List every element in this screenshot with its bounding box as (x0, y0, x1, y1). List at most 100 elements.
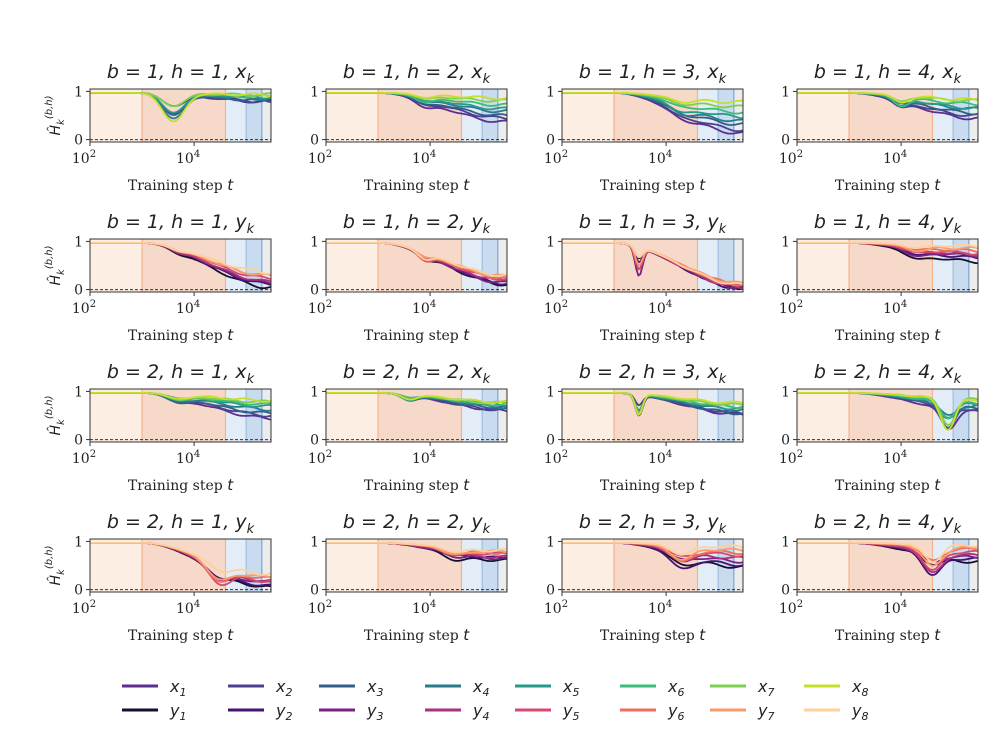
y-tick-label: 1 (781, 84, 790, 100)
axes-frame (796, 238, 979, 293)
phase-band-3 (461, 539, 483, 592)
x-tick-label: 102 (72, 299, 96, 317)
x-axis-label: Training step t (364, 626, 470, 644)
x-tick-label: 102 (779, 599, 803, 617)
y-tick-label: 1 (781, 234, 790, 250)
panel-title: b = 1, h = 3, yk (579, 211, 727, 237)
y-tick-label: 0 (310, 133, 319, 149)
y-axis-label: Ĥk(b,h) (44, 246, 67, 286)
panel-title-subscript: k (483, 522, 491, 537)
x-axis-label: Training step t (364, 476, 470, 494)
x-tick-exponent: 4 (430, 599, 436, 610)
panel-title: b = 2, h = 3, yk (579, 511, 727, 537)
panel-title: b = 1, h = 4, xk (814, 61, 962, 87)
legend-label-subscript: 1 (179, 710, 186, 723)
x-tick-label: 102 (308, 449, 332, 467)
series-line-x8 (90, 92, 271, 123)
series-line-y8 (797, 241, 978, 250)
phase-band-1 (797, 389, 850, 442)
y-tick-label: 0 (781, 433, 790, 449)
x-axis-label-text: Training step (835, 628, 934, 644)
panel-title-text: b = 1, h = 4, x (814, 61, 954, 83)
panel-title-text: b = 2, h = 1, x (107, 361, 247, 383)
legend-label-x4: x4 (472, 677, 489, 699)
x-axis-label: Training step t (600, 476, 706, 494)
legend-label-name: x (851, 677, 862, 696)
x-tick-label: 104 (883, 299, 907, 317)
x-axis-label: Training step t (128, 476, 234, 494)
panel-title-text: b = 1, h = 3, x (579, 61, 719, 83)
x-axis-label-text: Training step (364, 478, 463, 494)
series-group (562, 92, 743, 135)
legend-label-name: y (472, 701, 483, 720)
axes-frame (325, 238, 508, 293)
panel-title-text: b = 2, h = 4, x (814, 361, 954, 383)
x-tick-exponent: 4 (666, 449, 672, 460)
panel-title-subscript: k (483, 72, 491, 87)
phase-band-1 (90, 89, 143, 142)
y-axis-label-superscript: (b,h) (44, 96, 55, 120)
x-tick-exponent: 4 (430, 449, 436, 460)
x-axis-label: Training step t (364, 176, 470, 194)
x-tick-label: 102 (72, 449, 96, 467)
y-axis-label-subscript: k (56, 418, 67, 425)
phase-band-1 (326, 239, 379, 292)
y-tick-label: 0 (546, 133, 555, 149)
y-axis-label-subscript: k (56, 568, 67, 575)
x-tick-exponent: 4 (430, 299, 436, 310)
x-tick-label: 104 (883, 449, 907, 467)
x-tick-exponent: 4 (430, 149, 436, 160)
x-tick-label: 102 (308, 149, 332, 167)
legend-label-name: y (366, 701, 377, 720)
x-tick-exponent: 4 (194, 299, 200, 310)
phase-band-5 (261, 539, 271, 592)
x-tick-exponent: 4 (901, 299, 907, 310)
y-tick-label: 1 (546, 84, 555, 100)
y-tick-label: 1 (310, 384, 319, 400)
phase-band-2 (142, 539, 226, 592)
x-axis-label-text: Training step (835, 178, 934, 194)
x-axis-label: Training step t (364, 326, 470, 344)
phase-band-4 (718, 389, 734, 442)
legend-label-y2: y2 (275, 701, 292, 723)
phase-band-5 (497, 389, 507, 442)
phase-band-4 (718, 239, 734, 292)
series-line-x8 (90, 391, 271, 403)
panel-title-subscript: k (954, 222, 962, 237)
y-tick-label: 1 (74, 384, 83, 400)
panel-title-subscript: k (954, 72, 962, 87)
legend-label-y8: y8 (851, 701, 868, 723)
phase-band-3 (225, 89, 247, 142)
x-tick-base: 10 (412, 601, 430, 617)
phase-band-3 (461, 389, 483, 442)
x-tick-label: 104 (648, 299, 672, 317)
phase-band-1 (797, 239, 850, 292)
x-tick-label: 104 (412, 449, 436, 467)
legend-label-name: x (472, 677, 483, 696)
x-axis-label: Training step t (128, 626, 234, 644)
legend-label-x5: x5 (562, 677, 579, 699)
x-axis-label: Training step t (835, 476, 941, 494)
x-axis-label-variable: t (463, 626, 470, 644)
panel-title-subscript: k (483, 372, 491, 387)
x-tick-exponent: 4 (194, 449, 200, 460)
panel-title-text: b = 2, h = 1, y (107, 511, 247, 533)
axes-frame (89, 238, 272, 293)
y-tick-label: 0 (74, 433, 83, 449)
x-axis-label-text: Training step (128, 478, 227, 494)
x-axis-label-text: Training step (364, 178, 463, 194)
phase-band-5 (261, 89, 271, 142)
x-axis-label: Training step t (835, 626, 941, 644)
x-axis-label: Training step t (128, 176, 234, 194)
panel-title-subscript: k (247, 372, 255, 387)
legend-label-subscript: 2 (285, 686, 292, 699)
legend-label-name: y (275, 701, 286, 720)
series-group (797, 92, 978, 121)
y-axis-label-text: Ĥ (46, 125, 64, 136)
x-axis-label-text: Training step (600, 628, 699, 644)
y-tick-label: 1 (781, 384, 790, 400)
axes-frame (325, 388, 508, 443)
